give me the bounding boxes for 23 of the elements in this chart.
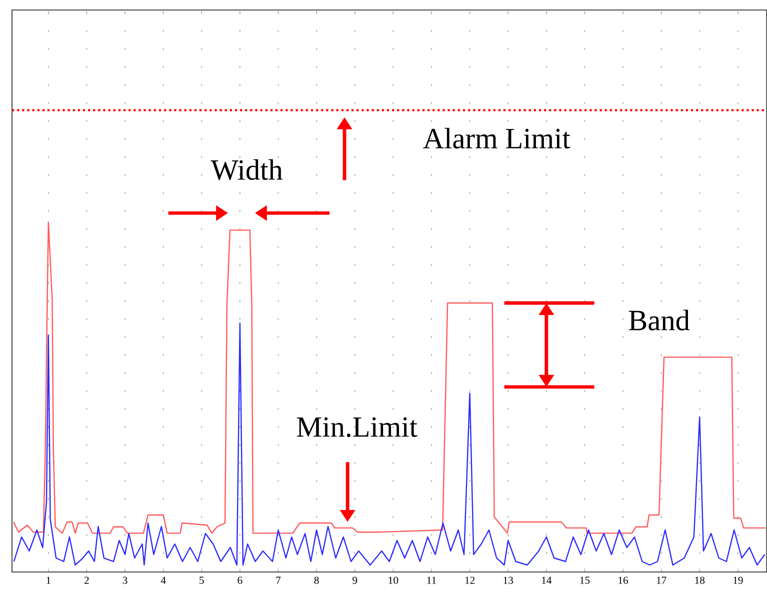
annotation: Band — [628, 310, 690, 330]
x-tick-label: 15 — [580, 576, 590, 584]
x-tick-label: 4 — [160, 576, 166, 584]
x-tick-label: 10 — [388, 576, 398, 584]
x-tick-label: 2 — [84, 576, 89, 584]
x-tick-label: 1 — [46, 576, 50, 584]
x-tick-label: 5 — [200, 576, 204, 584]
annotation: Min.Limit — [296, 417, 418, 438]
x-tick-label: 17 — [656, 576, 666, 584]
x-tick-label: 12 — [465, 576, 475, 584]
x-tick-label: 18 — [695, 576, 705, 584]
x-tick-label: 8 — [314, 576, 319, 584]
text: Width — [210, 159, 283, 180]
x-tick-label: 7 — [276, 576, 281, 584]
x-tick-label: 14 — [542, 576, 552, 584]
x-tick-label: 13 — [504, 576, 514, 584]
x-tick-label: 16 — [618, 576, 628, 584]
x-tick-label: 3 — [122, 576, 128, 584]
x-tick-label: 11 — [427, 576, 436, 584]
x-tick-label: 19 — [734, 576, 743, 584]
x-tick-label: 9 — [352, 576, 358, 584]
x-tick-label: 6 — [238, 576, 242, 584]
text: Alarm Limit — [423, 128, 570, 149]
